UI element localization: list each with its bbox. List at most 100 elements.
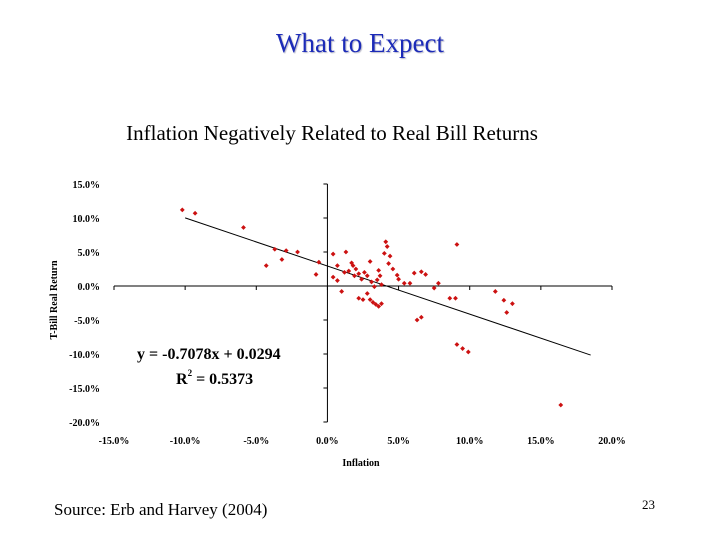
data-point [374, 277, 380, 283]
data-point [330, 274, 336, 280]
data-point [371, 284, 377, 290]
data-point [492, 289, 498, 294]
data-point [460, 346, 465, 351]
y-tick-label: -20.0% [69, 418, 100, 429]
data-point [465, 349, 471, 355]
y-tick-label: -15.0% [69, 384, 100, 395]
x-tick-label: 5.0% [387, 436, 410, 447]
data-point [330, 251, 336, 257]
page-number: 23 [642, 497, 655, 512]
data-point [295, 249, 300, 255]
x-tick-label: -15.0% [99, 436, 130, 447]
data-point [423, 272, 429, 277]
y-axis-label: T-Bill Real Return [49, 260, 60, 340]
data-point [192, 210, 198, 216]
data-point [377, 273, 383, 279]
data-point [359, 276, 364, 282]
slide-title: What to Expect [276, 28, 444, 58]
data-point [387, 253, 393, 259]
data-point [394, 272, 400, 278]
y-tick-labels: 15.0% 10.0% 5.0% 0.0% -5.0% -10.0% -15.0% -20.0… [69, 180, 100, 429]
data-point [367, 297, 373, 302]
x-axis-label: Inflation [342, 458, 380, 469]
y-tick-label: 15.0% [73, 180, 101, 191]
data-point [334, 263, 340, 268]
data-point [352, 273, 357, 279]
data-point [334, 278, 340, 283]
y-tick-label: -10.0% [69, 350, 100, 361]
r-squared-value: = 0.5373 [192, 371, 253, 388]
r-squared: R2 = 0.5373 [176, 368, 253, 388]
data-point [272, 246, 278, 252]
data-point [370, 299, 376, 305]
data-point [316, 259, 322, 265]
x-tick-label: 0.0% [316, 436, 339, 447]
data-point [436, 280, 441, 286]
x-tick-label: 15.0% [527, 436, 555, 447]
data-point [279, 257, 285, 262]
data-point [376, 267, 382, 273]
data-point [379, 282, 384, 288]
chart-subtitle: Inflation Negatively Related to Real Bil… [126, 121, 538, 145]
data-point [313, 272, 319, 277]
data-point [447, 295, 453, 301]
data-point [383, 239, 389, 245]
data-point [411, 270, 417, 276]
x-tick-label: -10.0% [170, 436, 201, 447]
data-point [510, 301, 515, 307]
data-point [373, 301, 379, 307]
data-point [414, 317, 420, 323]
data-point [350, 263, 356, 268]
data-point [346, 268, 352, 274]
r-squared-symbol: R [176, 371, 188, 388]
data-point [504, 310, 510, 315]
data-point [454, 342, 460, 347]
data-point [342, 270, 347, 275]
axis-ticks [113, 183, 613, 423]
data-point [386, 261, 392, 266]
data-point [379, 301, 384, 307]
data-point [407, 280, 413, 286]
data-point [418, 314, 424, 320]
data-point [362, 270, 367, 275]
data-point [558, 402, 564, 408]
data-point [454, 242, 460, 247]
y-tick-label: 0.0% [78, 282, 101, 293]
data-point [241, 225, 246, 230]
data-point [401, 280, 407, 286]
x-tick-label: 10.0% [456, 436, 484, 447]
data-point [364, 273, 370, 279]
data-point [356, 295, 362, 301]
data-point [263, 263, 269, 268]
data-point [364, 291, 370, 296]
data-point [376, 304, 382, 309]
regression-equation: y = -0.7078x + 0.0294 [137, 346, 281, 363]
data-point [501, 297, 507, 303]
source-note: Source: Erb and Harvey (2004) [54, 500, 268, 519]
data-point [431, 285, 437, 291]
trendline [184, 217, 591, 356]
data-point [360, 297, 366, 302]
x-tick-label: -5.0% [243, 436, 269, 447]
data-point [179, 207, 185, 213]
y-tick-label: -5.0% [74, 316, 100, 327]
x-tick-label: 20.0% [598, 436, 626, 447]
data-point [353, 266, 359, 272]
data-point [390, 266, 396, 272]
data-point [381, 250, 387, 256]
x-tick-labels: -15.0% -10.0% -5.0% 0.0% 5.0% 10.0% 15.0% 20.0% [99, 436, 626, 447]
data-point [384, 244, 390, 249]
data-points [179, 207, 564, 408]
data-point [283, 248, 289, 254]
y-tick-label: 10.0% [73, 214, 101, 225]
data-point [356, 271, 362, 277]
data-point [453, 295, 458, 301]
axes [114, 184, 612, 422]
data-point [396, 276, 401, 282]
data-point [367, 259, 373, 264]
data-point [343, 249, 349, 255]
data-point [339, 289, 345, 294]
data-point [369, 279, 374, 285]
r-squared-exponent: 2 [188, 368, 193, 378]
